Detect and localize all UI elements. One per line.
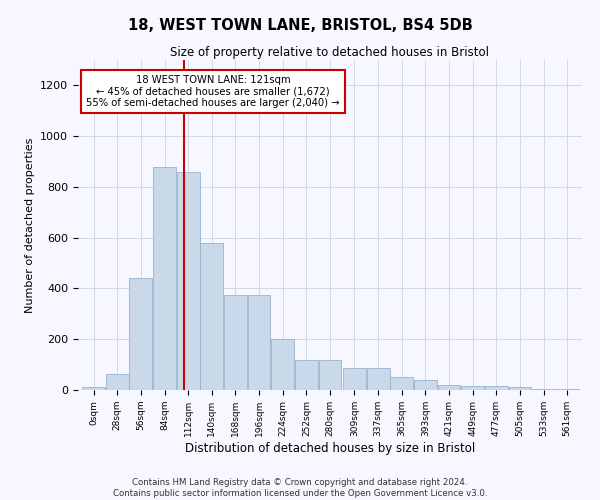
Title: Size of property relative to detached houses in Bristol: Size of property relative to detached ho… (170, 46, 490, 59)
Bar (485, 386, 508, 390)
Bar (391, 378, 413, 390)
Bar (461, 386, 484, 390)
Bar (130, 278, 152, 390)
Bar (106, 374, 128, 390)
Y-axis label: Number of detached properties: Number of detached properties (25, 138, 35, 312)
Text: 18 WEST TOWN LANE: 121sqm
← 45% of detached houses are smaller (1,672)
55% of se: 18 WEST TOWN LANE: 121sqm ← 45% of detac… (86, 75, 340, 108)
Text: 18, WEST TOWN LANE, BRISTOL, BS4 5DB: 18, WEST TOWN LANE, BRISTOL, BS4 5DB (128, 18, 472, 32)
Bar (177, 172, 200, 390)
Bar (437, 385, 460, 390)
Bar (509, 388, 532, 390)
Bar (248, 295, 271, 390)
Bar (367, 368, 389, 390)
Bar (295, 360, 318, 390)
Bar (200, 243, 223, 390)
Bar (532, 389, 555, 390)
Bar (153, 166, 176, 390)
X-axis label: Distribution of detached houses by size in Bristol: Distribution of detached houses by size … (185, 442, 475, 454)
Bar (414, 380, 437, 390)
Bar (319, 360, 341, 390)
Bar (271, 339, 294, 390)
Bar (224, 295, 247, 390)
Bar (82, 388, 105, 390)
Bar (343, 368, 366, 390)
Text: Contains HM Land Registry data © Crown copyright and database right 2024.
Contai: Contains HM Land Registry data © Crown c… (113, 478, 487, 498)
